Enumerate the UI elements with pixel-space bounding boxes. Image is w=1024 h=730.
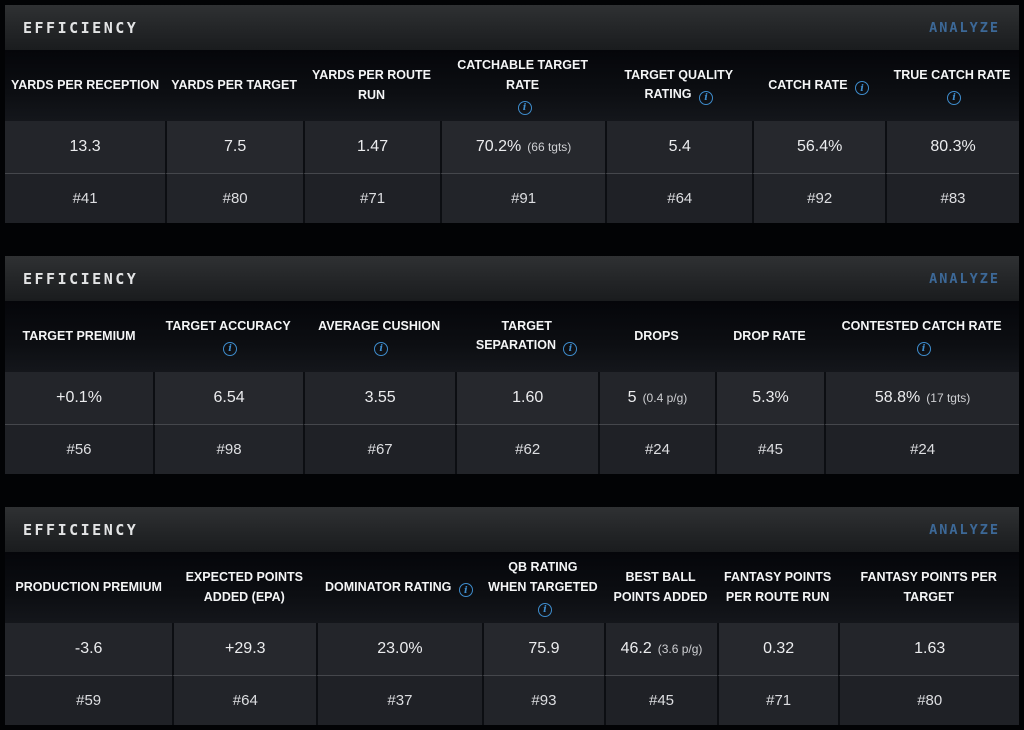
stat-rank: #67 bbox=[303, 424, 456, 474]
column-header-yards-per-reception: YARDS PER RECEPTION bbox=[11, 77, 160, 92]
column-header-true-catch-rate: TRUE CATCH RATE bbox=[885, 50, 1019, 121]
section-header-bar: EFFICIENCY ANALYZE bbox=[5, 507, 1019, 552]
value-row: -3.6 +29.3 23.0% 75.9 46.2 (3.6 p/g) 0.32… bbox=[5, 623, 1019, 675]
column-header-yards-per-target: YARDS PER TARGET bbox=[171, 77, 297, 92]
stat-rank: #64 bbox=[172, 675, 317, 725]
stat-value: 1.60 bbox=[455, 372, 599, 424]
stat-value-note: (0.4 p/g) bbox=[642, 391, 688, 405]
column-header-expected-points-added: EXPECTED POINTS ADDED (EPA) bbox=[185, 570, 303, 604]
stat-rank: #59 bbox=[5, 675, 173, 725]
info-icon[interactable] bbox=[563, 342, 578, 357]
analyze-link[interactable]: ANALYZE bbox=[929, 19, 1000, 36]
stat-value: 1.63 bbox=[838, 623, 1019, 675]
stat-value: 0.32 bbox=[716, 623, 839, 675]
stat-value: +0.1% bbox=[5, 372, 154, 424]
info-icon[interactable] bbox=[855, 81, 870, 96]
stat-rank: #41 bbox=[5, 173, 166, 223]
stat-rank: #62 bbox=[455, 424, 599, 474]
column-header-row: YARDS PER RECEPTION YARDS PER TARGET YAR… bbox=[5, 50, 1019, 121]
stat-rank: #24 bbox=[824, 424, 1019, 474]
stat-rank: #71 bbox=[716, 675, 839, 725]
stat-rank: #80 bbox=[165, 173, 304, 223]
stat-rank: #56 bbox=[5, 424, 154, 474]
stat-value: 3.55 bbox=[303, 372, 456, 424]
stat-value: 1.47 bbox=[303, 121, 440, 173]
stat-rank: #80 bbox=[838, 675, 1019, 725]
stat-rank: #83 bbox=[885, 173, 1019, 223]
column-header-qb-rating-when-targeted: QB RATING WHEN TARGETED bbox=[482, 552, 605, 623]
efficiency-section-1: EFFICIENCY ANALYZE YARDS PER RECEPTION Y… bbox=[5, 5, 1019, 223]
analyze-link[interactable]: ANALYZE bbox=[929, 521, 1000, 538]
value-row: +0.1% 6.54 3.55 1.60 5 (0.4 p/g) 5.3% 58.… bbox=[5, 372, 1019, 424]
section-header-bar: EFFICIENCY ANALYZE bbox=[5, 256, 1019, 301]
stat-rank: #37 bbox=[316, 675, 482, 725]
column-header-row: TARGET PREMIUM TARGET ACCURACY AVERAGE C… bbox=[5, 301, 1019, 372]
info-icon[interactable] bbox=[458, 583, 473, 598]
column-header-drops: DROPS bbox=[634, 328, 679, 343]
column-header-dominator-rating: DOMINATOR RATING bbox=[316, 552, 481, 623]
stat-value: 5.4 bbox=[605, 121, 753, 173]
stat-rank: #24 bbox=[598, 424, 715, 474]
section-header-bar: EFFICIENCY ANALYZE bbox=[5, 5, 1019, 50]
info-icon[interactable] bbox=[537, 602, 552, 617]
column-header-target-accuracy: TARGET ACCURACY bbox=[153, 301, 303, 372]
stat-value: 6.54 bbox=[153, 372, 304, 424]
column-header-fantasy-points-per-target: FANTASY POINTS PER TARGET bbox=[860, 570, 997, 604]
stat-value: 70.2% (66 tgts) bbox=[439, 121, 606, 173]
stat-value-note: (66 tgts) bbox=[527, 140, 572, 154]
analyze-link[interactable]: ANALYZE bbox=[929, 270, 1000, 287]
column-header-contested-catch-rate: CONTESTED CATCH RATE bbox=[824, 301, 1019, 372]
column-header-best-ball-points-added: BEST BALL POINTS ADDED bbox=[613, 570, 708, 604]
info-icon[interactable] bbox=[699, 91, 713, 106]
stat-rank: #93 bbox=[481, 675, 605, 725]
stat-rank: #45 bbox=[714, 424, 825, 474]
stat-value: 13.3 bbox=[5, 121, 166, 173]
section-title: EFFICIENCY bbox=[23, 18, 139, 37]
efficiency-section-2: EFFICIENCY ANALYZE TARGET PREMIUM TARGET… bbox=[5, 256, 1019, 474]
efficiency-section-3: EFFICIENCY ANALYZE PRODUCTION PREMIUM EX… bbox=[5, 507, 1019, 725]
info-icon[interactable] bbox=[916, 342, 931, 357]
column-header-production-premium: PRODUCTION PREMIUM bbox=[15, 579, 162, 594]
rank-row: #41 #80 #71 #91 #64 #92 #83 bbox=[5, 173, 1019, 223]
info-icon[interactable] bbox=[517, 100, 532, 115]
section-title: EFFICIENCY bbox=[23, 520, 139, 539]
stat-rank: #92 bbox=[752, 173, 886, 223]
column-header-yards-per-route-run: YARDS PER ROUTE RUN bbox=[312, 68, 432, 102]
info-icon[interactable] bbox=[223, 342, 238, 357]
stat-value: 80.3% bbox=[885, 121, 1019, 173]
info-icon[interactable] bbox=[374, 342, 389, 357]
stat-value: 75.9 bbox=[481, 623, 605, 675]
stat-rank: #45 bbox=[604, 675, 717, 725]
column-header-target-premium: TARGET PREMIUM bbox=[22, 328, 136, 343]
stat-value: 46.2 (3.6 p/g) bbox=[604, 623, 717, 675]
stat-value: 58.8% (17 tgts) bbox=[824, 372, 1019, 424]
column-header-catchable-target-rate: CATCHABLE TARGET RATE bbox=[440, 50, 605, 121]
column-header-fantasy-points-per-route-run: FANTASY POINTS PER ROUTE RUN bbox=[724, 570, 832, 604]
stat-value: 23.0% bbox=[316, 623, 482, 675]
column-header-catch-rate: CATCH RATE bbox=[752, 50, 885, 121]
stat-value: -3.6 bbox=[5, 623, 173, 675]
stat-value: 7.5 bbox=[165, 121, 304, 173]
stat-value-note: (17 tgts) bbox=[926, 391, 971, 405]
column-header-target-separation: TARGET SEPARATION bbox=[455, 301, 598, 372]
stat-value: 5 (0.4 p/g) bbox=[598, 372, 715, 424]
stat-value: 56.4% bbox=[752, 121, 886, 173]
rank-row: #59 #64 #37 #93 #45 #71 #80 bbox=[5, 675, 1019, 725]
section-title: EFFICIENCY bbox=[23, 269, 139, 288]
stat-value: +29.3 bbox=[172, 623, 317, 675]
info-icon[interactable] bbox=[947, 91, 961, 106]
value-row: 13.3 7.5 1.47 70.2% (66 tgts) 5.4 56.4% 8… bbox=[5, 121, 1019, 173]
column-header-target-quality-rating: TARGET QUALITY RATING bbox=[605, 50, 752, 121]
stat-rank: #64 bbox=[605, 173, 753, 223]
stat-rank: #71 bbox=[303, 173, 440, 223]
stat-value-note: (3.6 p/g) bbox=[657, 642, 703, 656]
rank-row: #56 #98 #67 #62 #24 #45 #24 bbox=[5, 424, 1019, 474]
stat-rank: #91 bbox=[439, 173, 606, 223]
stat-value: 5.3% bbox=[714, 372, 825, 424]
stat-rank: #98 bbox=[153, 424, 304, 474]
column-header-drop-rate: DROP RATE bbox=[733, 328, 806, 343]
column-header-average-cushion: AVERAGE CUSHION bbox=[303, 301, 455, 372]
column-header-row: PRODUCTION PREMIUM EXPECTED POINTS ADDED… bbox=[5, 552, 1019, 623]
